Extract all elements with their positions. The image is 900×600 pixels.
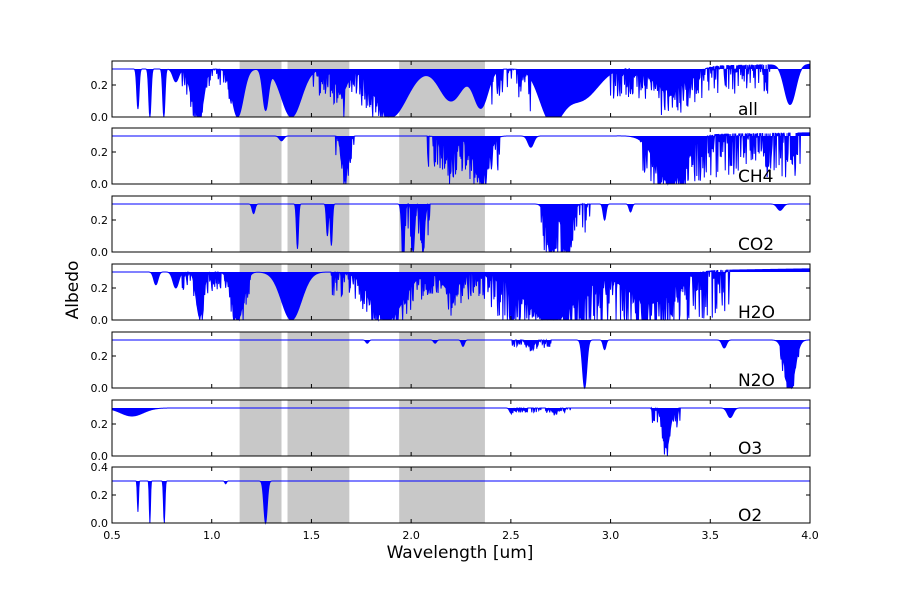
panel-label-all: all — [738, 100, 758, 120]
x-tick-label: 2.0 — [402, 529, 420, 542]
y-tick-label-H2O: 0.2 — [91, 282, 109, 295]
shaded-band-2 — [287, 332, 350, 388]
panel-label-H2O: H2O — [738, 303, 775, 323]
panel-frame-H2O — [111, 263, 811, 321]
panel-label-N2O: N2O — [738, 371, 775, 391]
shaded-band-1 — [239, 128, 282, 184]
y-tick-label-CH4: 0.0 — [91, 178, 109, 191]
panel-O2: 0.0 0.2 0.4 O2 — [91, 461, 811, 530]
y-tick-label-O3: 0.0 — [91, 450, 109, 463]
y-tick-label-N2O: 0.0 — [91, 382, 109, 395]
spectrum-fill-CH4 — [112, 132, 810, 184]
shaded-band-2 — [287, 467, 350, 523]
y-tick-label-all: 0.0 — [91, 111, 109, 124]
shaded-band-1 — [239, 332, 282, 388]
y-tick-label-CO2: 0.0 — [91, 246, 109, 259]
panel-frame-CO2 — [111, 195, 811, 253]
panel-label-CH4: CH4 — [738, 167, 773, 187]
panel-H2O: 0.0 0.2 H2O — [91, 263, 811, 327]
panel-frame-O3 — [111, 399, 811, 457]
panel-CH4: 0.0 0.2 CH4 — [91, 127, 811, 191]
shaded-band-3 — [399, 400, 485, 456]
y-tick-label-O2: 0.2 — [91, 489, 109, 502]
shaded-band-1 — [239, 196, 282, 252]
x-tick-label: 0.5 — [103, 529, 121, 542]
x-tick-label: 4.0 — [801, 529, 819, 542]
y-tick-label-O3: 0.2 — [91, 418, 109, 431]
panel-label-CO2: CO2 — [738, 235, 774, 255]
panel-label-O3: O3 — [738, 439, 762, 459]
panel-frame-N2O — [111, 331, 811, 389]
panel-frame-all — [111, 60, 811, 118]
x-tick-label: 1.0 — [203, 529, 221, 542]
x-tick-label: 2.5 — [502, 529, 520, 542]
y-tick-label-CO2: 0.2 — [91, 214, 109, 227]
x-tick-label: 1.5 — [303, 529, 321, 542]
panel-frame-CH4 — [111, 127, 811, 185]
x-tick-label: 3.0 — [602, 529, 620, 542]
y-tick-label-N2O: 0.2 — [91, 350, 109, 363]
shaded-band-1 — [239, 400, 282, 456]
spectrum-fill-H2O — [112, 268, 810, 320]
y-tick-label-CH4: 0.2 — [91, 146, 109, 159]
panel-label-O2: O2 — [738, 506, 762, 526]
y-tick-label-O2: 0.4 — [91, 461, 109, 474]
spectrum-line-O3 — [111, 406, 810, 457]
x-axis: 0.5 1.0 1.5 2.0 2.5 3.0 3.5 4.0 — [103, 529, 819, 542]
panel-CO2: 0.0 0.2 CO2 — [91, 195, 811, 259]
panel-O3: 0.0 0.2 O3 — [91, 399, 811, 463]
panel-all: 0.0 0.2 all — [91, 60, 811, 124]
shaded-band-2 — [287, 400, 350, 456]
x-axis-title: Wavelength [um] — [387, 543, 534, 563]
panel-N2O: 0.0 0.2 N2O — [91, 331, 811, 395]
y-tick-label-H2O: 0.0 — [91, 314, 109, 327]
y-tick-label-O2: 0.0 — [91, 517, 109, 530]
spectrum-fill-all — [112, 64, 810, 117]
shaded-band-1 — [239, 467, 282, 523]
x-tick-label: 3.5 — [702, 529, 720, 542]
shaded-band-3 — [399, 332, 485, 388]
y-axis-title: Albedo — [63, 261, 83, 320]
shaded-band-3 — [399, 467, 485, 523]
y-tick-label-all: 0.2 — [91, 79, 109, 92]
spectra-panels: 0.00.2all0.00.2CH40.00.2CO20.00.2H2O0.00… — [91, 60, 811, 530]
